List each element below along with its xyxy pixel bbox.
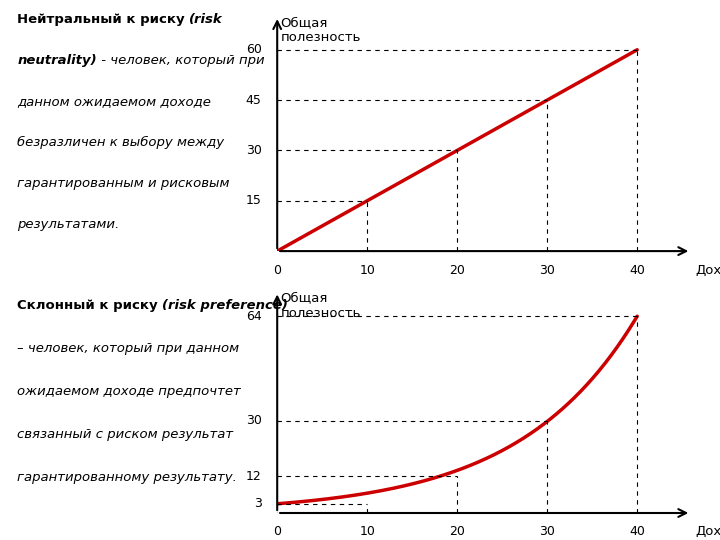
Text: 40: 40	[629, 264, 645, 277]
Text: 20: 20	[449, 264, 465, 277]
Text: Общая
полезность: Общая полезность	[280, 292, 361, 320]
Text: 30: 30	[539, 264, 555, 277]
Text: гарантированному результату.: гарантированному результату.	[17, 471, 237, 484]
Text: 0: 0	[273, 264, 282, 277]
Text: 30: 30	[539, 525, 555, 538]
Text: данном ожидаемом доходе: данном ожидаемом доходе	[17, 96, 211, 109]
Text: связанный с риском результат: связанный с риском результат	[17, 428, 233, 441]
Text: Нейтральный к риску: Нейтральный к риску	[17, 14, 189, 26]
Text: 10: 10	[359, 525, 375, 538]
Text: 40: 40	[629, 525, 645, 538]
Text: 30: 30	[246, 414, 261, 427]
Text: 3: 3	[254, 497, 261, 510]
Text: 64: 64	[246, 310, 261, 323]
Text: безразличен к выбору между: безразличен к выбору между	[17, 137, 224, 150]
Text: ожидаемом доходе предпочтет: ожидаемом доходе предпочтет	[17, 385, 241, 398]
Text: (risk preference): (risk preference)	[163, 299, 288, 312]
Text: 60: 60	[246, 43, 261, 56]
Text: Доход: Доход	[696, 525, 720, 538]
Text: – человек, который при данном: – человек, который при данном	[17, 342, 239, 355]
Text: 0: 0	[273, 525, 282, 538]
Text: Общая
полезность: Общая полезность	[280, 16, 361, 44]
Text: Склонный к риску: Склонный к риску	[17, 299, 163, 312]
Text: 20: 20	[449, 525, 465, 538]
Text: (risk: (risk	[189, 14, 223, 26]
Text: результатами.: результатами.	[17, 218, 120, 232]
Text: - человек, который при: - человек, который при	[96, 55, 264, 68]
Text: 10: 10	[359, 264, 375, 277]
Text: 12: 12	[246, 470, 261, 483]
Text: 45: 45	[246, 93, 261, 106]
Text: Доход: Доход	[696, 264, 720, 277]
Text: гарантированным и рисковым: гарантированным и рисковым	[17, 177, 230, 191]
Text: 30: 30	[246, 144, 261, 157]
Text: 15: 15	[246, 194, 261, 207]
Text: neutrality): neutrality)	[17, 55, 96, 68]
